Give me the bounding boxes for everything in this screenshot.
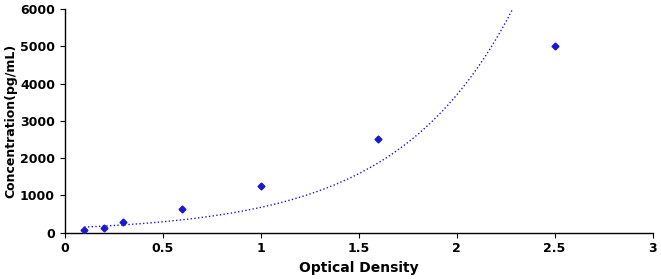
- X-axis label: Optical Density: Optical Density: [299, 261, 418, 275]
- Y-axis label: Concentration(pg/mL): Concentration(pg/mL): [4, 44, 17, 198]
